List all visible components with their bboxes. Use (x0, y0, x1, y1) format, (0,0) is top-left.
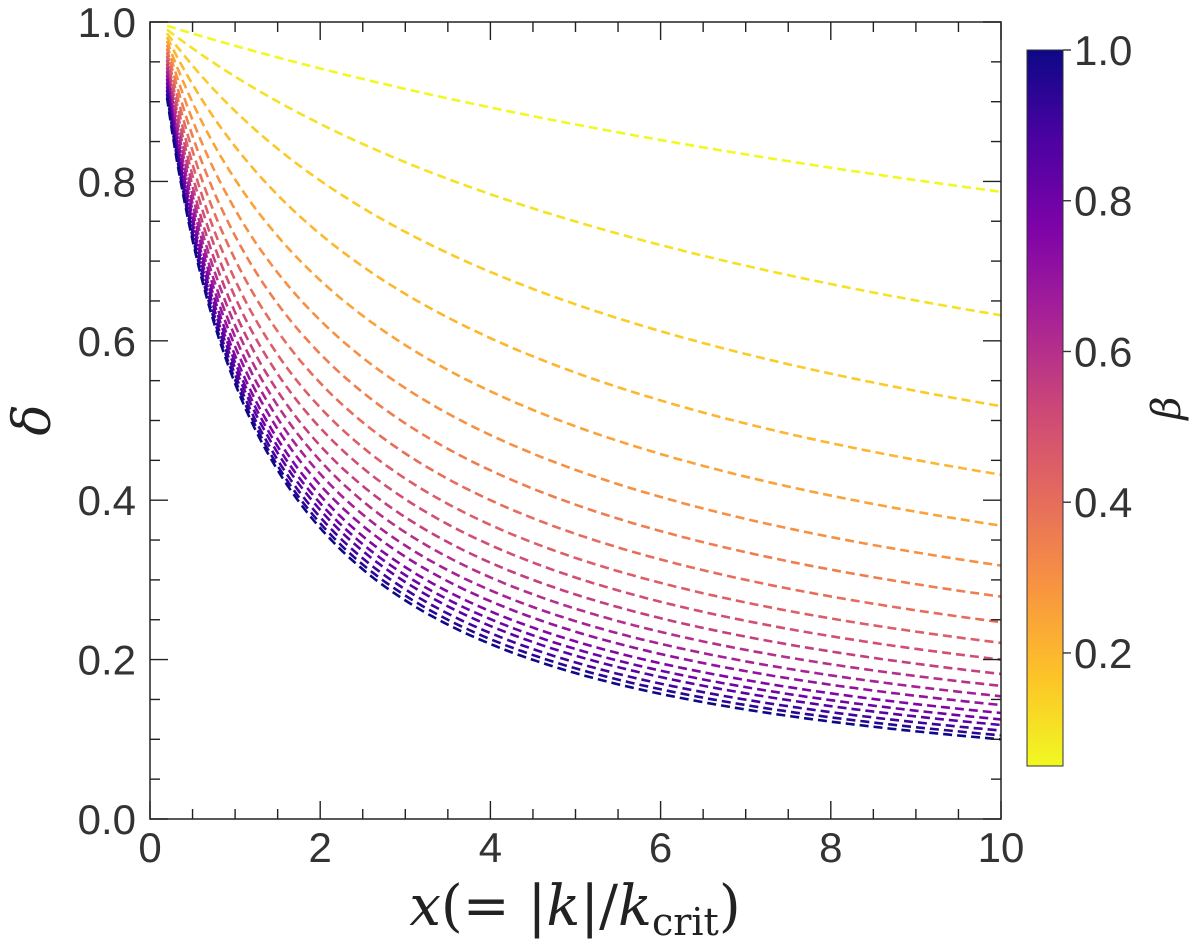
series-line-beta-0.45 (165, 55, 1001, 645)
colorbar-tick-label: 1.0 (1074, 27, 1132, 74)
series-line-beta-0.3 (165, 44, 1001, 567)
y-axis-label: δ (3, 404, 63, 435)
plot-frame (149, 21, 1002, 820)
series-line-beta-0.75 (165, 78, 1001, 715)
series-line-beta-0.65 (165, 70, 1001, 698)
series-lines (165, 24, 1001, 741)
series-line-beta-0.8 (165, 82, 1001, 721)
x-tick-label: 2 (309, 824, 332, 871)
series-line-beta-0.4 (165, 52, 1001, 624)
colorbar-tick-label: 0.4 (1074, 479, 1132, 526)
series-line-beta-0.5 (165, 59, 1001, 661)
colorbar-label: β (1144, 396, 1190, 421)
y-tick-label: 0.8 (78, 158, 136, 205)
series-line-beta-0.95 (165, 93, 1001, 737)
series-line-beta-1 (165, 97, 1001, 741)
y-tick-label: 0.4 (78, 477, 136, 524)
colorbar-tick-label: 0.2 (1074, 630, 1132, 677)
series-line-beta-0.2 (165, 36, 1001, 476)
series-line-beta-0.85 (165, 86, 1001, 727)
series-line-beta-0.25 (165, 40, 1001, 527)
y-tick-label: 0.6 (78, 318, 136, 365)
x-tick-label: 8 (819, 824, 842, 871)
x-tick-label: 4 (479, 824, 502, 871)
series-line-beta-0.6 (165, 67, 1001, 688)
x-axis-label: x(= |k|/kcrit) (409, 874, 740, 941)
y-tick-label: 0.0 (78, 796, 136, 843)
colorbar-tick-label: 0.8 (1074, 178, 1132, 225)
series-line-beta-0.7 (165, 74, 1001, 707)
series-line-beta-0.9 (165, 89, 1001, 732)
series-line-beta-0.35 (165, 48, 1001, 598)
x-tick-label: 0 (138, 824, 161, 871)
series-line-beta-0.1 (166, 28, 1001, 317)
x-tick-labels: 0 2 4 6 8 10 (138, 824, 1024, 871)
y-tick-label: 1.0 (78, 0, 136, 46)
series-line-beta-0.15 (165, 32, 1001, 408)
y-tick-label: 0.2 (78, 637, 136, 684)
x-tick-label: 6 (649, 824, 672, 871)
colorbar-tick-label: 0.6 (1074, 328, 1132, 375)
colorbar-ticks: 0.2 0.4 0.6 0.8 1.0 (1063, 27, 1132, 677)
series-line-beta-0.55 (165, 63, 1001, 676)
x-tick-label: 10 (978, 824, 1025, 871)
series-line-beta-0.05 (166, 24, 1001, 194)
y-tick-labels: 0.0 0.2 0.4 0.6 0.8 1.0 (78, 0, 136, 843)
colorbar (1026, 49, 1064, 767)
